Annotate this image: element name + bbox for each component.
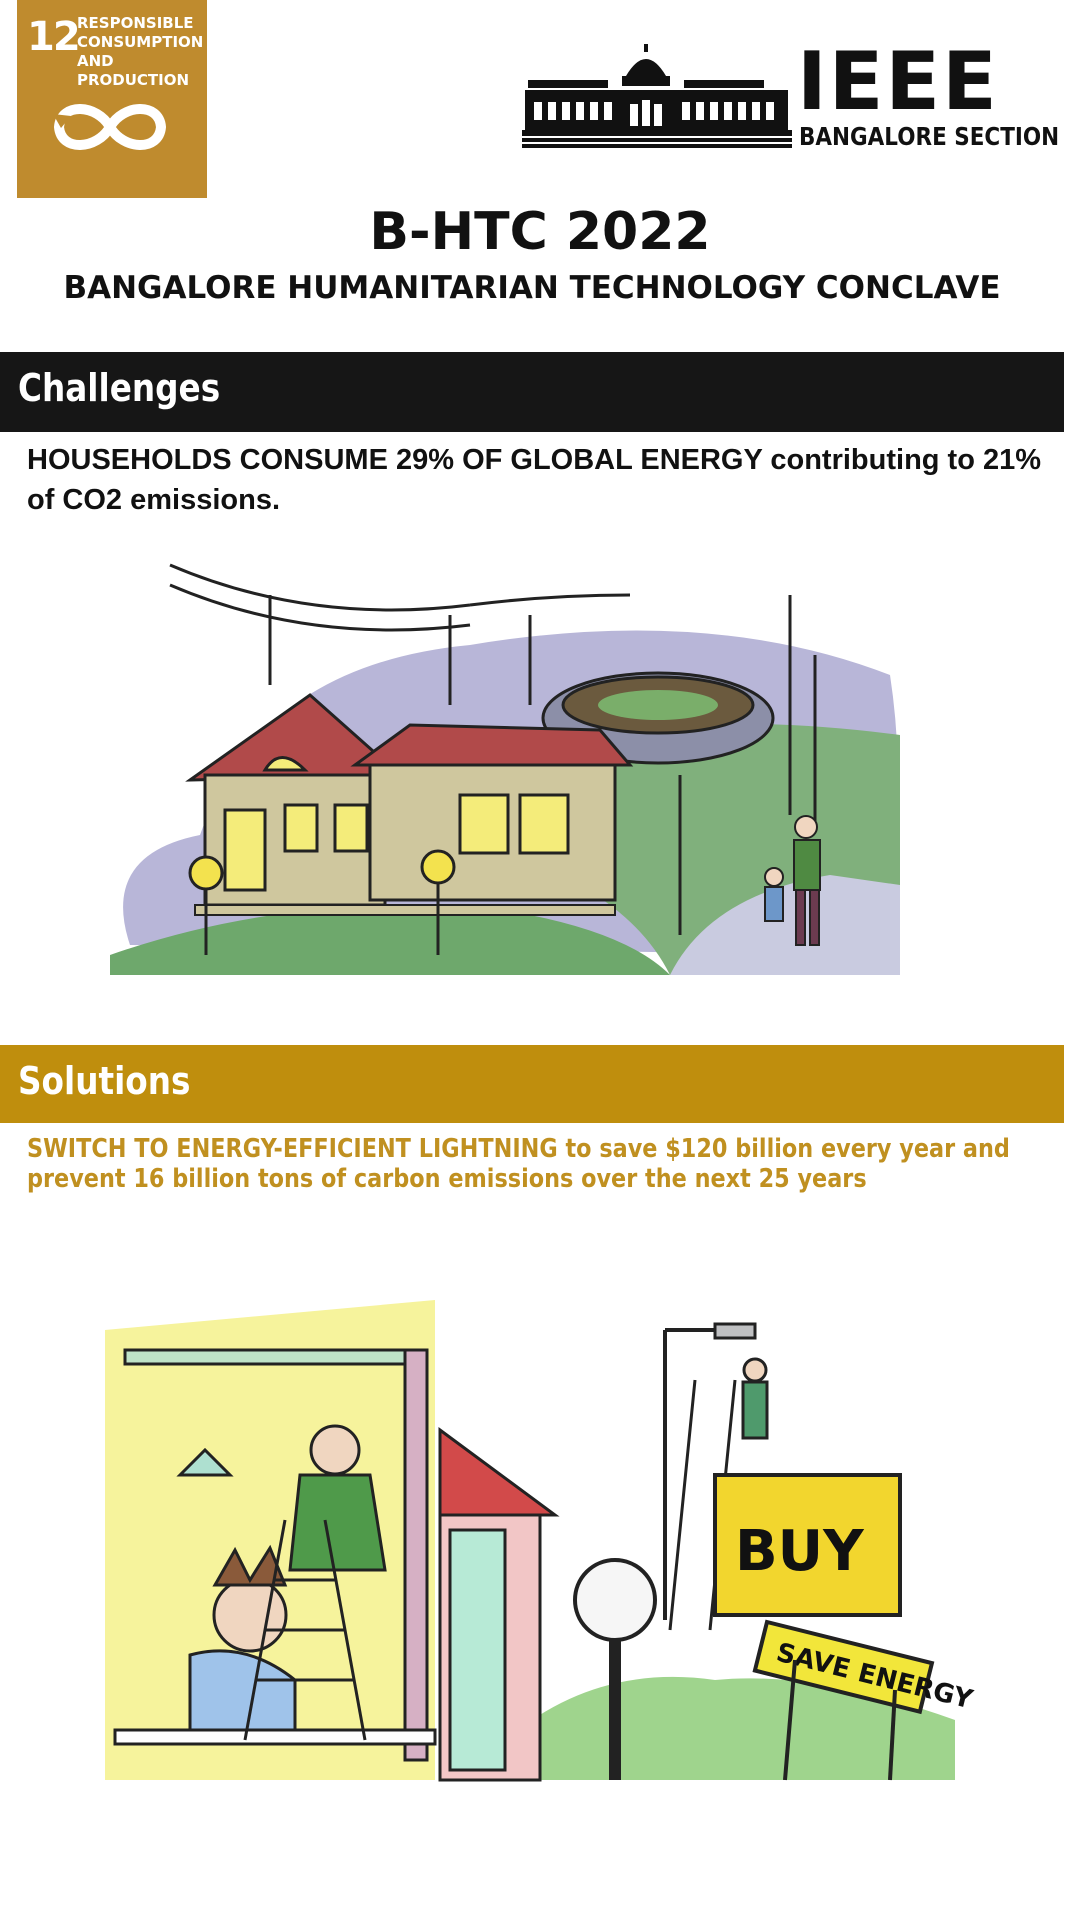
buy-sign-text: BUY [735,1519,865,1584]
sdg-12-badge: 12 RESPONSIBLE CONSUMPTION AND PRODUCTIO… [17,0,207,198]
palace-building-icon [522,44,792,148]
solutions-text: SWITCH TO ENERGY-EFFICIENT LIGHTNING to … [27,1134,1010,1194]
event-subtitle: BANGALORE HUMANITARIAN TECHNOLOGY CONCLA… [63,270,1001,306]
ieee-wordmark: IEEE [797,35,999,128]
solutions-heading: Solutions [18,1059,191,1103]
sdg-label: RESPONSIBLE CONSUMPTION AND PRODUCTION [77,14,204,89]
ieee-bangalore-logo: IEEE BANGALORE SECTION [522,35,1059,154]
challenges-band: Challenges [0,352,1064,432]
sdg-number: 12 [27,14,81,60]
energy-consumption-illustration [110,563,900,975]
challenges-heading: Challenges [18,366,221,410]
solutions-band: Solutions [0,1045,1064,1123]
energy-efficient-lighting-illustration: BUY SAVE ENERGY [105,1300,975,1782]
ieee-section-name: BANGALORE SECTION [799,122,1060,151]
infinity-loop-icon [53,104,167,150]
challenges-text: HOUSEHOLDS CONSUME 29% OF GLOBAL ENERGY … [27,444,1042,516]
event-title: B-HTC 2022 [369,202,711,262]
